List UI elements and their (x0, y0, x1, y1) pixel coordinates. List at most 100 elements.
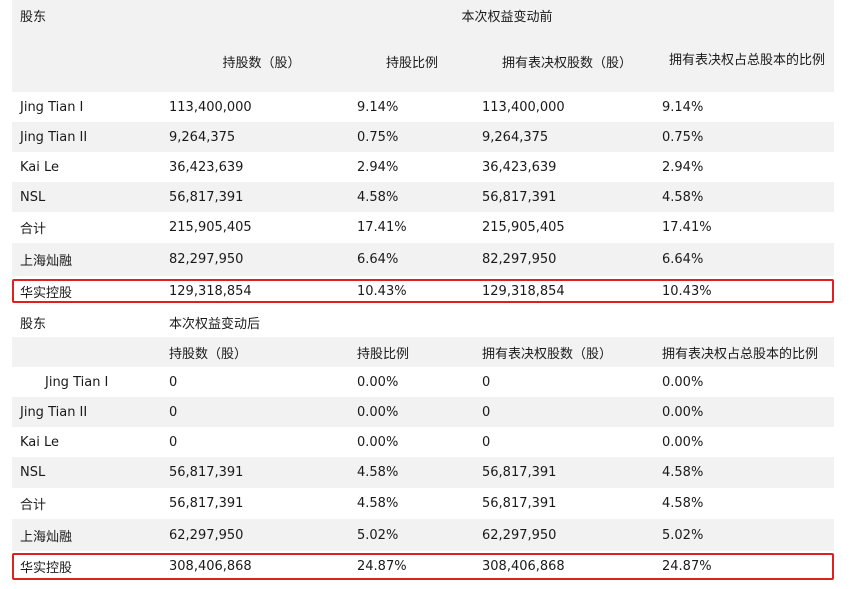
col-vote-ratio-header: 拥有表决权占总股本的比例 (662, 346, 819, 362)
col-ratio-header: 持股比例 (385, 55, 438, 71)
col-shares-header: 持股数（股） (169, 346, 248, 362)
cell-ratio: 0.00% (357, 404, 399, 420)
cell-vote-ratio: 4.58% (662, 465, 704, 480)
cell-vote-ratio: 10.43% (662, 283, 712, 299)
cell-vote-ratio: 6.64% (662, 252, 704, 267)
cell-vote-shares: 113,400,000 (482, 99, 565, 115)
cell-vote-shares: 308,406,868 (482, 558, 565, 574)
cell-shares: 56,817,391 (169, 465, 244, 480)
cell-vote-ratio: 9.14% (662, 99, 704, 115)
table-row: 合计 56,817,391 4.58% 56,817,391 4.58% (12, 488, 834, 519)
cell-ratio: 9.14% (357, 99, 399, 115)
cell-vote-ratio: 24.87% (662, 558, 712, 574)
cell-ratio: 10.43% (357, 283, 407, 299)
cell-vote-shares: 56,817,391 (482, 496, 557, 511)
table-row: NSL 56,817,391 4.58% 56,817,391 4.58% (12, 182, 834, 212)
cell-ratio: 4.58% (357, 496, 399, 511)
cell-ratio: 0.00% (357, 374, 399, 390)
table-row-highlighted: 华实控股 308,406,868 24.87% 308,406,868 24.8… (12, 552, 834, 580)
cell-ratio: 0.75% (357, 129, 399, 145)
cell-shares: 308,406,868 (169, 558, 252, 574)
header-after: 股东 本次权益变动后 (12, 307, 834, 337)
cell-vote-shares: 9,264,375 (482, 129, 549, 145)
cell-name: 华实控股 (20, 285, 73, 301)
table-row: Jing Tian II 0 0.00% 0 0.00% (12, 397, 834, 427)
col-vote-ratio-label: 拥有表决权占总股本的比例 (668, 53, 825, 68)
highlight-box-after (12, 553, 834, 580)
cell-shares: 215,905,405 (169, 220, 252, 235)
cell-shares: 113,400,000 (169, 99, 252, 115)
cell-shares: 0 (169, 374, 178, 390)
cell-name: Jing Tian I (20, 99, 84, 115)
cell-vote-shares: 0 (482, 404, 491, 420)
cell-name: NSL (20, 189, 46, 205)
cell-name: 合计 (20, 498, 47, 513)
shareholder-header: 股东 (20, 316, 47, 332)
cell-vote-shares: 56,817,391 (482, 189, 557, 205)
shareholder-header: 股东 (20, 9, 47, 25)
cell-shares: 129,318,854 (169, 283, 252, 299)
cell-name: Kai Le (20, 159, 60, 175)
cell-name: NSL (20, 465, 46, 480)
cell-vote-ratio: 0.00% (662, 404, 704, 420)
table-row: 上海灿融 62,297,950 5.02% 62,297,950 5.02% (12, 519, 834, 551)
cell-ratio: 4.58% (357, 189, 399, 205)
cell-ratio: 2.94% (357, 159, 399, 175)
cell-vote-shares: 82,297,950 (482, 252, 557, 267)
cell-vote-ratio: 2.94% (662, 159, 704, 175)
table-row: NSL 56,817,391 4.58% 56,817,391 4.58% (12, 457, 834, 488)
col-ratio-header: 持股比例 (357, 346, 410, 362)
cell-name: 上海灿融 (20, 254, 73, 269)
cell-name: Jing Tian II (20, 404, 88, 420)
col-shares-header: 持股数（股） (222, 55, 301, 71)
cell-name: Kai Le (20, 434, 60, 450)
col-vote-shares-header: 拥有表决权股数（股） (501, 55, 632, 71)
cell-vote-shares: 62,297,950 (482, 527, 557, 543)
group-title-before: 本次权益变动前 (461, 9, 553, 25)
cell-vote-shares: 36,423,639 (482, 159, 557, 175)
cell-ratio: 24.87% (357, 558, 407, 574)
cell-shares: 62,297,950 (169, 527, 244, 543)
col-vote-ratio-header: 拥有表决权占总股本的比例 (662, 30, 832, 92)
cell-vote-ratio: 0.75% (662, 129, 704, 145)
table-row: Kai Le 36,423,639 2.94% 36,423,639 2.94% (12, 152, 834, 182)
cell-vote-shares: 0 (482, 374, 491, 390)
cell-name: Jing Tian I (45, 374, 109, 390)
cell-shares: 0 (169, 434, 178, 450)
cell-name: 合计 (20, 222, 47, 237)
cell-vote-shares: 129,318,854 (482, 283, 565, 299)
header-after-columns: 持股数（股） 持股比例 拥有表决权股数（股） 拥有表决权占总股本的比例 (12, 337, 834, 367)
cell-shares: 36,423,639 (169, 159, 244, 175)
cell-vote-ratio: 0.00% (662, 434, 704, 450)
table-row: Jing Tian II 9,264,375 0.75% 9,264,375 0… (12, 122, 834, 152)
cell-vote-ratio: 17.41% (662, 220, 712, 235)
cell-ratio: 4.58% (357, 465, 399, 480)
cell-shares: 9,264,375 (169, 129, 236, 145)
table-row: Jing Tian I 0 0.00% 0 0.00% (12, 367, 834, 397)
header-before: 股东 本次权益变动前 持股数（股） 持股比例 拥有表决权股数（股） 拥有表决权占… (12, 0, 834, 92)
cell-vote-ratio: 4.58% (662, 189, 704, 205)
cell-name: Jing Tian II (20, 129, 88, 145)
table-row: 上海灿融 82,297,950 6.64% 82,297,950 6.64% (12, 243, 834, 276)
cell-ratio: 0.00% (357, 434, 399, 450)
cell-shares: 56,817,391 (169, 189, 244, 205)
cell-ratio: 6.64% (357, 252, 399, 267)
cell-shares: 0 (169, 404, 178, 420)
cell-shares: 56,817,391 (169, 496, 244, 511)
table-row: Jing Tian I 113,400,000 9.14% 113,400,00… (12, 92, 834, 122)
table-row: 合计 215,905,405 17.41% 215,905,405 17.41% (12, 212, 834, 243)
table-row: Kai Le 0 0.00% 0 0.00% (12, 427, 834, 457)
cell-vote-ratio: 4.58% (662, 496, 704, 511)
highlight-box-before (12, 279, 834, 303)
cell-name: 华实控股 (20, 560, 73, 576)
col-vote-shares-header: 拥有表决权股数（股） (482, 346, 613, 362)
cell-ratio: 5.02% (357, 527, 399, 543)
table-row-highlighted: 华实控股 129,318,854 10.43% 129,318,854 10.4… (12, 277, 834, 305)
group-title-after: 本次权益变动后 (169, 316, 261, 332)
cell-vote-shares: 56,817,391 (482, 465, 557, 480)
cell-ratio: 17.41% (357, 220, 407, 235)
cell-vote-ratio: 0.00% (662, 374, 704, 390)
cell-vote-shares: 215,905,405 (482, 220, 565, 235)
cell-vote-shares: 0 (482, 434, 491, 450)
cell-vote-ratio: 5.02% (662, 527, 704, 543)
